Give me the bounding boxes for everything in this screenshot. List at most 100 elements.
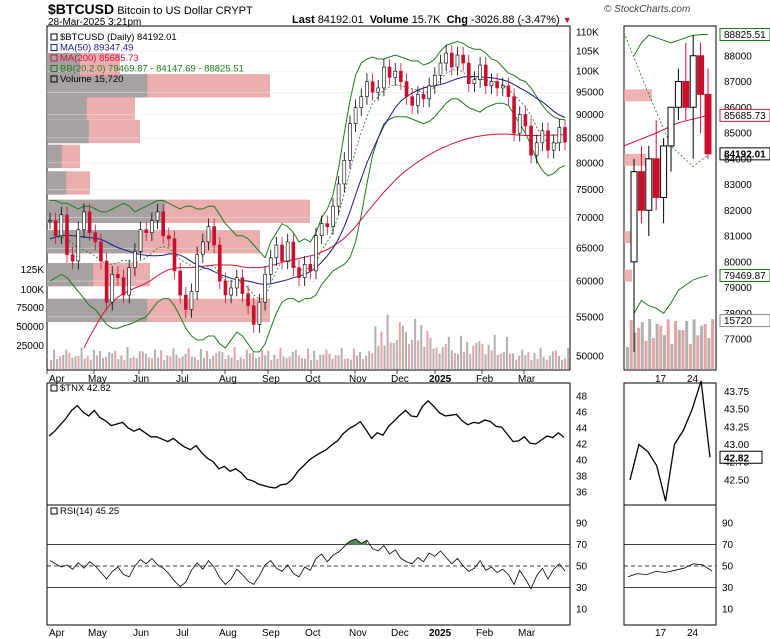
volume-bar bbox=[242, 358, 245, 369]
inset-value-box bbox=[719, 108, 770, 122]
candle-body bbox=[138, 229, 143, 252]
chg-value: -3026.88 (-3.47%) bbox=[471, 14, 560, 26]
volume-bar bbox=[518, 355, 521, 369]
candle-body bbox=[76, 229, 81, 262]
candle-body bbox=[342, 160, 347, 185]
price-tick-label: 100K bbox=[576, 67, 600, 78]
volume-bar bbox=[169, 356, 172, 369]
price-tick-label: 50000 bbox=[576, 352, 604, 363]
volume-bar bbox=[307, 348, 310, 369]
volume-bar bbox=[551, 351, 554, 369]
inset-price-tick-label: 15720 bbox=[724, 316, 752, 327]
candle-body bbox=[127, 267, 132, 296]
candle-body bbox=[546, 130, 550, 151]
price-tick-label: 55000 bbox=[576, 312, 604, 323]
x-month-label: Sep bbox=[262, 374, 280, 385]
volume-bar bbox=[95, 355, 98, 369]
candle-body bbox=[348, 123, 352, 161]
x-month-label-bottom: Feb bbox=[476, 628, 494, 639]
inset-value-box bbox=[719, 27, 770, 41]
candle-body bbox=[393, 70, 398, 78]
volume-bar bbox=[160, 350, 163, 369]
candle-body bbox=[302, 264, 307, 278]
x-month-label-bottom: May bbox=[88, 628, 107, 639]
tnx-line bbox=[48, 399, 565, 489]
volume-profile-bar-dark bbox=[47, 144, 62, 169]
volume-bar bbox=[190, 356, 193, 369]
inset-profile-bar bbox=[624, 269, 632, 282]
volume-bar bbox=[475, 342, 478, 369]
volume-tick-label: 100K bbox=[21, 285, 45, 296]
volume-bar bbox=[56, 359, 59, 369]
volume-bar bbox=[273, 354, 276, 369]
volume-bar bbox=[233, 347, 236, 369]
volume-bar bbox=[444, 343, 447, 369]
inset-volume-bar bbox=[663, 335, 666, 369]
inset-price-tick-label: 83000 bbox=[724, 180, 752, 191]
volume-bar bbox=[337, 355, 340, 369]
price-tick-label: 110K bbox=[576, 28, 599, 39]
inset-bb-lower bbox=[633, 275, 709, 315]
candle-body bbox=[489, 81, 494, 87]
inset-tnx-line bbox=[629, 380, 711, 502]
candle-body bbox=[500, 85, 505, 89]
volume-bar bbox=[515, 359, 518, 369]
inset-volume-bar bbox=[685, 320, 689, 369]
volume-bar bbox=[359, 352, 362, 369]
inset-tnx-tick-label: 43.75 bbox=[724, 387, 749, 398]
inset-price-tick-label: 85000 bbox=[724, 129, 752, 140]
volume-bar bbox=[505, 337, 508, 369]
volume-bar bbox=[414, 318, 417, 369]
x-month-label-bottom: Oct bbox=[305, 628, 321, 639]
inset-rsi-tick-label: 90 bbox=[722, 518, 734, 529]
volume-tick-label: 50000 bbox=[16, 322, 44, 333]
volume-bar bbox=[264, 355, 267, 369]
inset-candle-body bbox=[704, 93, 712, 155]
volume-bar bbox=[65, 349, 68, 369]
volume-bar bbox=[395, 339, 398, 369]
candle-body bbox=[410, 96, 414, 106]
volume-bar bbox=[398, 322, 401, 369]
volume-bar bbox=[248, 353, 251, 369]
last-label: Last bbox=[292, 14, 315, 26]
volume-bar bbox=[567, 347, 570, 369]
legend-swatch bbox=[50, 75, 58, 83]
volume-bar bbox=[239, 357, 242, 369]
legend-swatch bbox=[50, 54, 58, 62]
volume-bar bbox=[154, 349, 157, 369]
x-month-label-bottom: 2025 bbox=[429, 628, 452, 639]
price-tick-label: 70000 bbox=[576, 213, 604, 224]
volume-bar bbox=[236, 359, 239, 369]
volume-bar bbox=[536, 358, 539, 369]
candle-body bbox=[257, 301, 262, 325]
volume-bar bbox=[432, 348, 435, 369]
price-legend-entry: $BTCUSD (Daily) 84192.01 bbox=[60, 32, 177, 43]
candle-body bbox=[93, 232, 98, 243]
x-month-label-bottom: Aug bbox=[219, 628, 237, 639]
candle-body bbox=[274, 244, 279, 259]
inset-volume-bar bbox=[651, 338, 655, 369]
price-tick-label: 65000 bbox=[576, 244, 604, 255]
volume-bar bbox=[499, 353, 502, 369]
candle-body bbox=[387, 66, 392, 78]
volume-bar bbox=[267, 350, 270, 369]
candle-body bbox=[534, 142, 539, 156]
x-month-label-bottom: Sep bbox=[262, 628, 280, 639]
candle-body bbox=[246, 293, 250, 307]
candle-body bbox=[178, 270, 182, 296]
volume-bar bbox=[77, 355, 80, 369]
volume-bar bbox=[258, 356, 261, 369]
candle-body bbox=[195, 254, 199, 292]
volume-bar bbox=[291, 351, 294, 369]
volume-bar bbox=[209, 358, 212, 369]
x-month-label-bottom: Dec bbox=[391, 628, 409, 639]
volume-bar bbox=[426, 330, 429, 369]
rsi-overbought-fill bbox=[349, 539, 356, 545]
volume-bar bbox=[447, 336, 450, 369]
inset-volume-bar bbox=[696, 335, 700, 369]
inset-tnx-tick-label: 43.00 bbox=[724, 440, 749, 451]
rsi-tick-label: 90 bbox=[576, 518, 588, 529]
volume-bar bbox=[166, 355, 169, 369]
candle-body bbox=[466, 62, 471, 84]
inset-volume-bar bbox=[670, 343, 674, 369]
